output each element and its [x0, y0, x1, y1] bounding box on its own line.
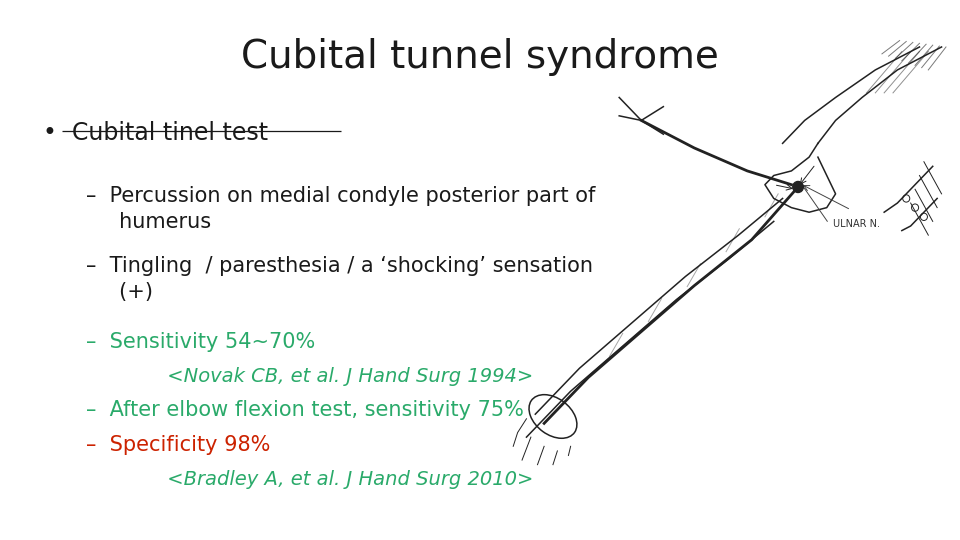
Circle shape — [793, 181, 804, 192]
Text: –  After elbow flexion test, sensitivity 75%: – After elbow flexion test, sensitivity … — [86, 400, 524, 420]
Text: ULNAR N.: ULNAR N. — [833, 219, 880, 229]
Text: <Bradley A, et al. J Hand Surg 2010>: <Bradley A, et al. J Hand Surg 2010> — [86, 470, 534, 489]
Text: –  Percussion on medial condyle posterior part of
     humerus: – Percussion on medial condyle posterior… — [86, 186, 596, 232]
Text: •  Cubital tinel test: • Cubital tinel test — [43, 122, 269, 145]
Text: –  Sensitivity 54~70%: – Sensitivity 54~70% — [86, 332, 316, 352]
Text: <Novak CB, et al. J Hand Surg 1994>: <Novak CB, et al. J Hand Surg 1994> — [86, 367, 534, 386]
Text: Cubital tunnel syndrome: Cubital tunnel syndrome — [241, 38, 719, 76]
Text: –  Specificity 98%: – Specificity 98% — [86, 435, 271, 455]
Text: –  Tingling  / paresthesia / a ‘shocking’ sensation
     (+): – Tingling / paresthesia / a ‘shocking’ … — [86, 256, 593, 302]
